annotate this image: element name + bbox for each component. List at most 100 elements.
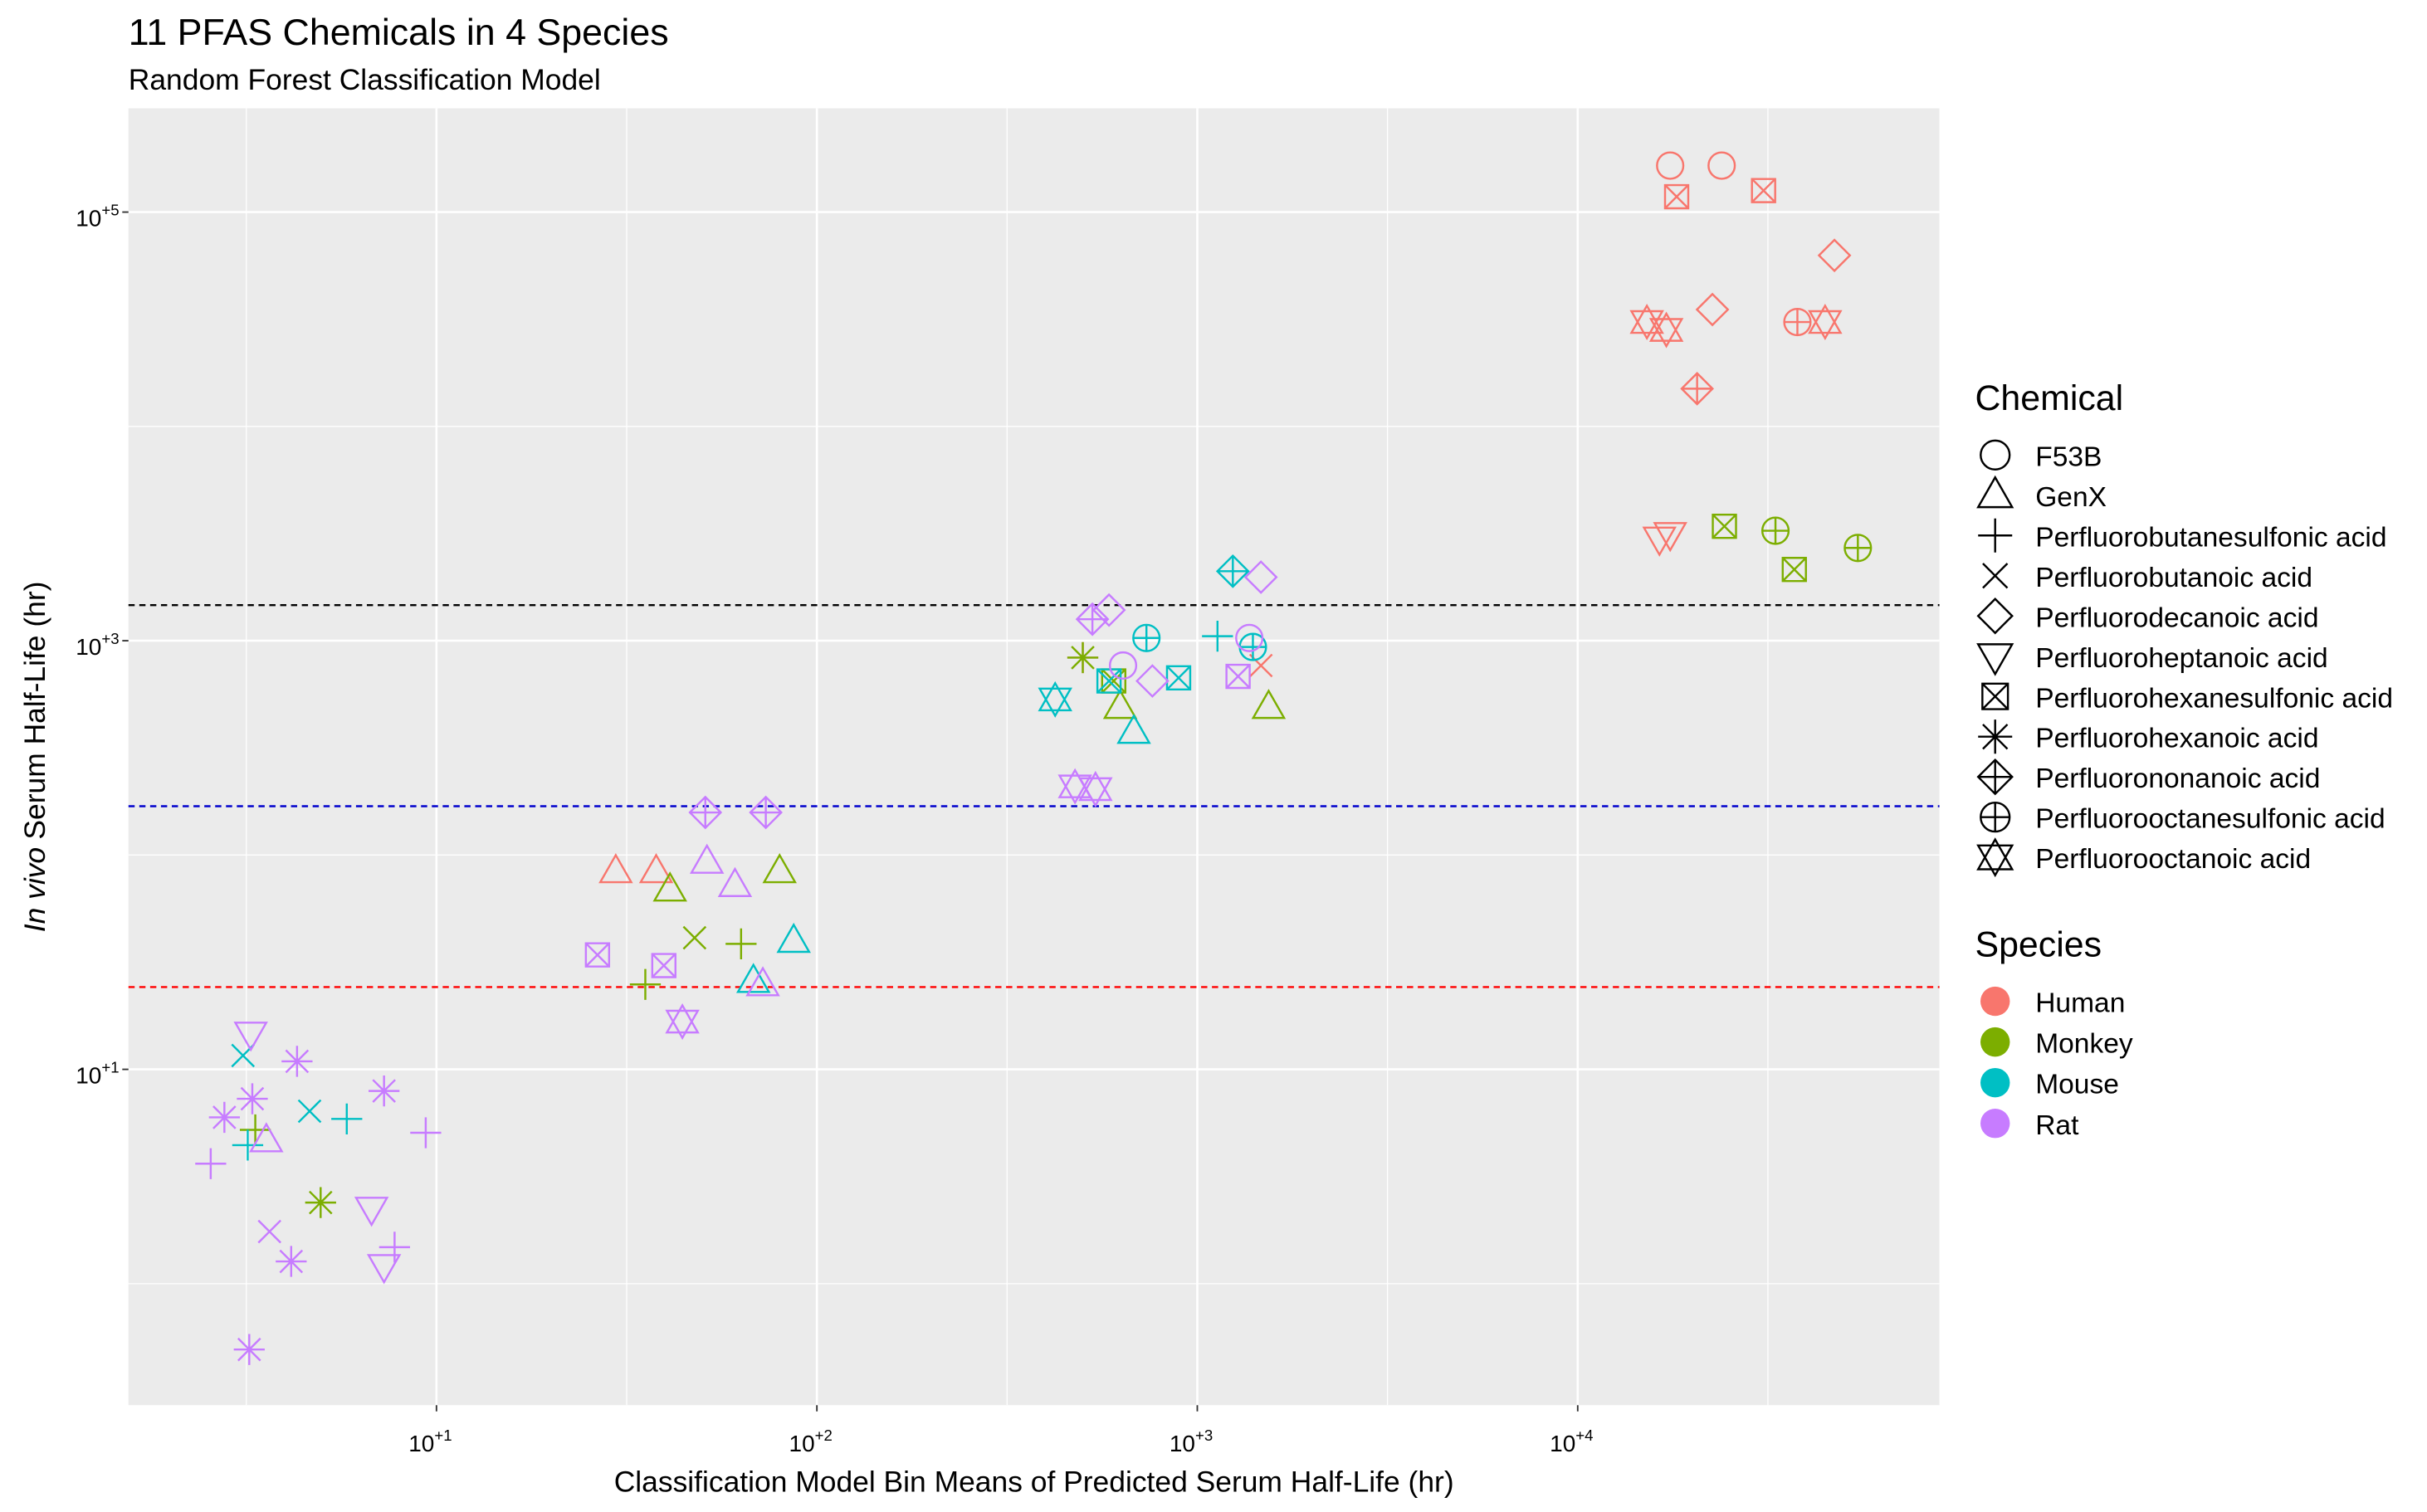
legend-shape [1982,563,2009,589]
legend-label: Perfluorohexanoic acid [2035,724,2318,754]
legend-swatch [1980,1067,2010,1098]
y-axis-label-text: Serum Half-Life (hr) [18,582,51,840]
data-point [257,1219,281,1244]
chart-title: 11 PFAS Chemicals in 4 Species [129,12,669,53]
x-tick-label-base: 10 [408,1431,434,1456]
legend-shape [1976,758,2014,796]
panel-background [128,108,1940,1406]
data-point [354,1197,389,1227]
legend-shape [1976,597,2014,635]
x-tick-label-exponent: +4 [1575,1427,1593,1444]
data-point [1656,151,1685,180]
data-point [1251,689,1287,719]
legend-label: Human [2035,988,2125,1019]
x-tick-label-exponent: +3 [1195,1427,1213,1444]
legend-label: GenX [2035,482,2107,513]
data-point [305,1187,336,1218]
data-point [776,922,811,954]
data-point [233,1022,268,1052]
data-point [1075,602,1110,637]
legend-shape [1981,682,2009,710]
data-point [410,1117,442,1149]
data-point [276,1246,307,1277]
data-point [233,1334,265,1365]
data-point [1091,593,1126,627]
legend-shape [1978,518,2013,553]
y-axis-label: In vivo Serum Half-Life (hr) [18,582,51,933]
data-point [638,853,674,884]
x-tick-label: 10+3 [1170,1427,1213,1456]
legend-shape [1978,719,2013,754]
data-point [1751,178,1776,203]
x-tick-label-exponent: +2 [815,1427,833,1444]
legend-shape [1980,802,2011,833]
y-tick-label-exponent: +1 [101,1058,119,1075]
data-point [762,853,797,884]
data-point [1215,554,1250,588]
legend-shape [1976,643,2014,676]
legend-label: Rat [2035,1110,2079,1141]
data-point [249,1122,284,1153]
x-tick-label-base: 10 [1170,1431,1195,1456]
y-tick-label: 10+5 [76,201,119,231]
data-point [1648,311,1684,349]
data-point [1843,534,1873,563]
chart-subtitle: Random Forest Classification Model [129,63,601,96]
data-point [378,1232,411,1263]
data-point [237,1083,268,1114]
legend-swatch [1980,986,2010,1017]
data-point [1238,632,1267,661]
x-tick-label: 10+1 [408,1427,452,1456]
x-tick-label: 10+2 [789,1427,833,1456]
data-point [584,942,611,968]
legend-swatch [1980,1027,2010,1057]
data-point [725,928,757,960]
data-point [1653,522,1687,553]
legend-label: Perfluorodecanoic acid [2035,602,2318,633]
data-point [366,1254,402,1285]
data-point [1135,664,1170,698]
data-point [1067,641,1099,674]
legend-shape [1976,837,2014,878]
data-point [239,1114,271,1146]
x-axis-label: Classification Model Bin Means of Predic… [614,1466,1454,1499]
legend-label: Perfluorononanoic acid [2035,763,2320,794]
legend-label: Perfluorobutanoic acid [2035,563,2312,593]
legend-label: Perfluorooctanesulfonic acid [2035,804,2385,835]
legend-shape [1980,439,2011,471]
x-tick-label-base: 10 [789,1431,815,1456]
data-point [1817,238,1852,273]
legend-label: Mouse [2035,1070,2119,1100]
data-point [1225,663,1251,690]
data-point [1108,651,1138,680]
legend-title: Chemical [1975,378,2123,418]
y-tick-label-exponent: +3 [101,630,119,647]
data-point [1038,680,1072,718]
data-point [1783,307,1812,337]
data-point [1760,516,1790,545]
data-point [688,795,723,830]
legend-shape [1976,475,2014,509]
data-point [1243,560,1278,594]
data-point [629,968,662,1000]
legend-label: Perfluorobutanesulfonic acid [2035,522,2386,553]
y-tick-label: 10+1 [76,1058,119,1088]
data-point [1078,770,1113,807]
data-point [1695,292,1730,327]
data-point [1102,689,1138,719]
data-point [208,1101,240,1134]
data-point [598,853,633,884]
x-tick-label-exponent: +1 [434,1427,452,1444]
x-tick-label-base: 10 [1550,1431,1575,1456]
y-axis-label-italic: In vivo [18,847,51,932]
data-point [1642,526,1677,557]
data-point [1096,668,1122,694]
data-point [195,1148,227,1179]
y-tick-label-exponent: +5 [101,201,119,218]
data-point [369,1075,400,1107]
data-point [665,1003,700,1041]
legend-swatch [1980,1108,2010,1139]
legend-label: Perfluorohexanesulfonic acid [2035,683,2393,714]
data-point [1712,513,1737,539]
